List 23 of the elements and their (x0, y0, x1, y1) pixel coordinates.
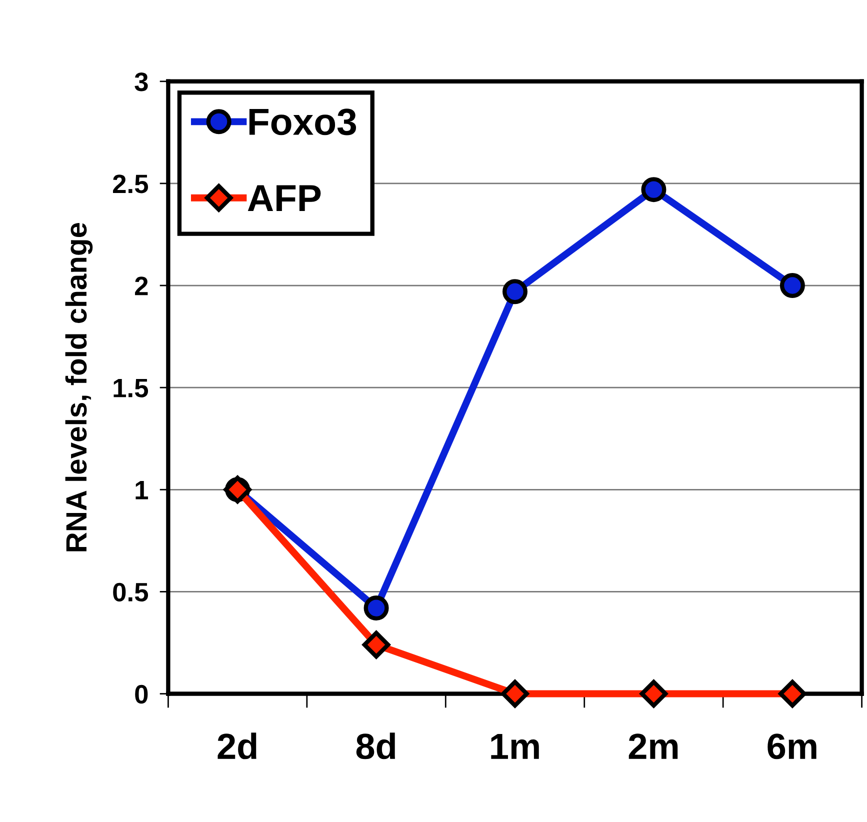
x-tick-label: 8d (356, 732, 395, 760)
point (502, 279, 528, 304)
y-tick-label: 0.5 (113, 582, 148, 602)
point (780, 273, 805, 298)
legend-label: Foxo3 (249, 108, 356, 136)
x-tick-label: 2d (218, 732, 256, 760)
point (362, 630, 390, 659)
y-tick-label: 0 (135, 684, 148, 704)
y-tick-label: 1.5 (114, 378, 148, 398)
point (778, 680, 806, 708)
y-axis-title: RNA levels, fold change (65, 222, 93, 552)
point (640, 680, 668, 708)
y-tick-label: 2.5 (112, 174, 148, 194)
point (501, 680, 529, 708)
x-tick-label: 2m (628, 734, 678, 759)
y-tick-label: 1 (136, 481, 148, 500)
y-tick-label: 3 (134, 72, 148, 92)
point (641, 177, 666, 202)
x-tick-label: 6m (768, 734, 816, 760)
legend-label: AFP (248, 185, 321, 212)
point (364, 596, 389, 621)
y-tick-label: 2 (134, 276, 148, 296)
x-tick-label: 1m (491, 734, 539, 759)
